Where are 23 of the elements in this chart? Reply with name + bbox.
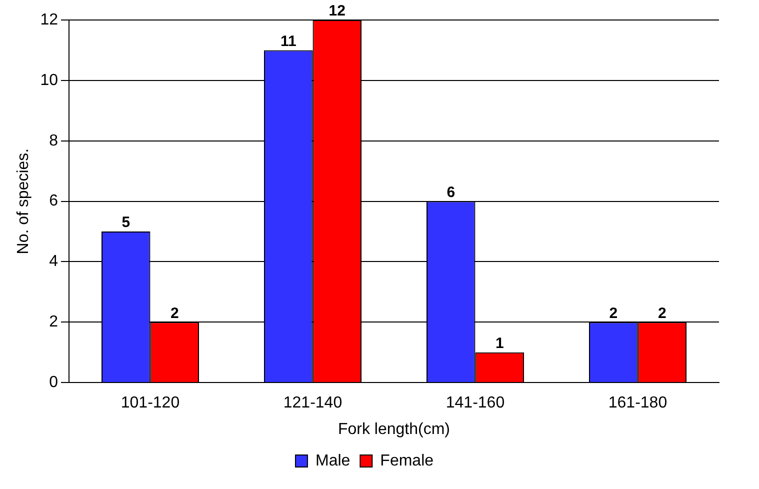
legend-label: Female bbox=[380, 452, 434, 470]
data-label: 5 bbox=[122, 214, 130, 232]
y-tick-label: 8 bbox=[49, 132, 58, 150]
y-tick-label: 10 bbox=[40, 72, 58, 89]
data-label: 11 bbox=[280, 32, 296, 50]
y-axis-title: No. of species. bbox=[15, 148, 32, 254]
data-label: 12 bbox=[328, 2, 346, 20]
legend-label: Male bbox=[315, 452, 350, 470]
x-tick-label: 141-160 bbox=[446, 394, 505, 412]
y-tick-label: 6 bbox=[49, 192, 58, 210]
data-label: 1 bbox=[495, 335, 504, 352]
data-label: 2 bbox=[170, 304, 179, 322]
y-tick-label: 4 bbox=[49, 253, 58, 270]
data-label: 6 bbox=[446, 184, 456, 201]
data-label: 2 bbox=[609, 304, 618, 322]
x-axis-title: Fork length(cm) bbox=[338, 420, 450, 438]
x-tick-label: 121-140 bbox=[283, 394, 342, 412]
y-tick-label: 0 bbox=[49, 374, 58, 392]
y-tick-label: 12 bbox=[40, 11, 58, 28]
data-label: 2 bbox=[658, 304, 666, 322]
x-tick-label: 161-180 bbox=[608, 394, 668, 412]
y-tick-label: 2 bbox=[49, 314, 58, 331]
x-tick-label: 101-120 bbox=[120, 394, 180, 412]
